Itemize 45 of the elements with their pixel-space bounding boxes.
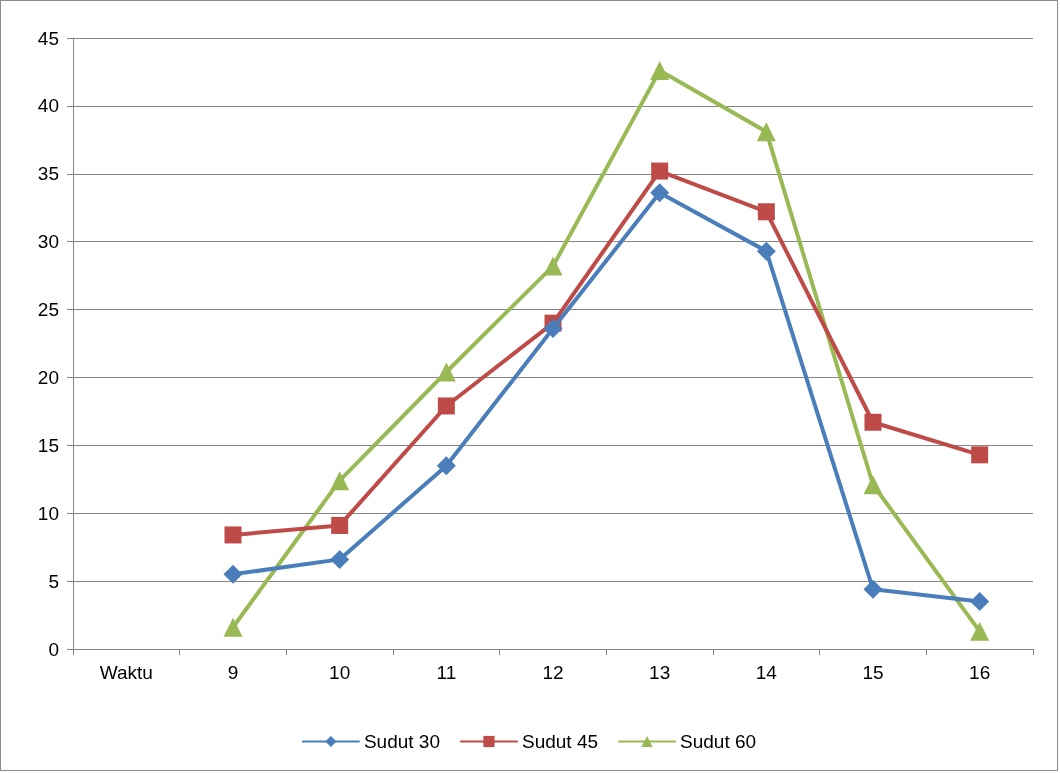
point [224,526,242,544]
point [223,564,243,584]
legend-label: Sudut 45 [521,731,599,752]
y-tick-label: 0 [48,638,59,660]
y-tick-label: 25 [37,299,59,321]
point [863,475,883,495]
point [864,413,882,431]
point [330,549,350,569]
point [223,617,243,637]
y-tick-label: 20 [37,366,59,388]
x-tick-label: 10 [329,662,351,683]
point [650,183,670,203]
x-tick-label: 11 [436,662,457,683]
point [437,397,455,415]
point [756,122,776,142]
x-tick-label: 9 [227,662,239,683]
y-tick-label: 10 [37,502,59,524]
point [756,241,776,261]
point [970,621,990,641]
y-tick-label: 15 [37,434,59,456]
x-tick-label: Waktu [99,662,153,683]
point [543,256,563,276]
legend-label: Sudut 30 [363,731,440,752]
point [757,203,775,221]
y-tick-label: 5 [48,570,59,592]
point [436,456,456,476]
point [650,61,670,81]
point [331,516,349,534]
point [971,446,989,464]
y-tick-label: 35 [37,163,59,185]
point [543,319,563,339]
x-tick-label: 16 [969,662,991,683]
x-tick-label: 12 [542,662,564,683]
y-tick-label: 45 [37,27,59,49]
point [863,579,883,599]
x-tick-label: 14 [755,662,778,683]
y-tick-label: 30 [37,231,59,253]
y-tick-label: 40 [37,95,59,117]
point [970,591,990,611]
x-tick-label: 15 [862,662,884,683]
point [436,362,456,382]
point [651,162,669,180]
point [330,471,350,491]
legend-label: Sudut 60 [680,731,757,752]
x-tick-label: 13 [649,662,671,683]
